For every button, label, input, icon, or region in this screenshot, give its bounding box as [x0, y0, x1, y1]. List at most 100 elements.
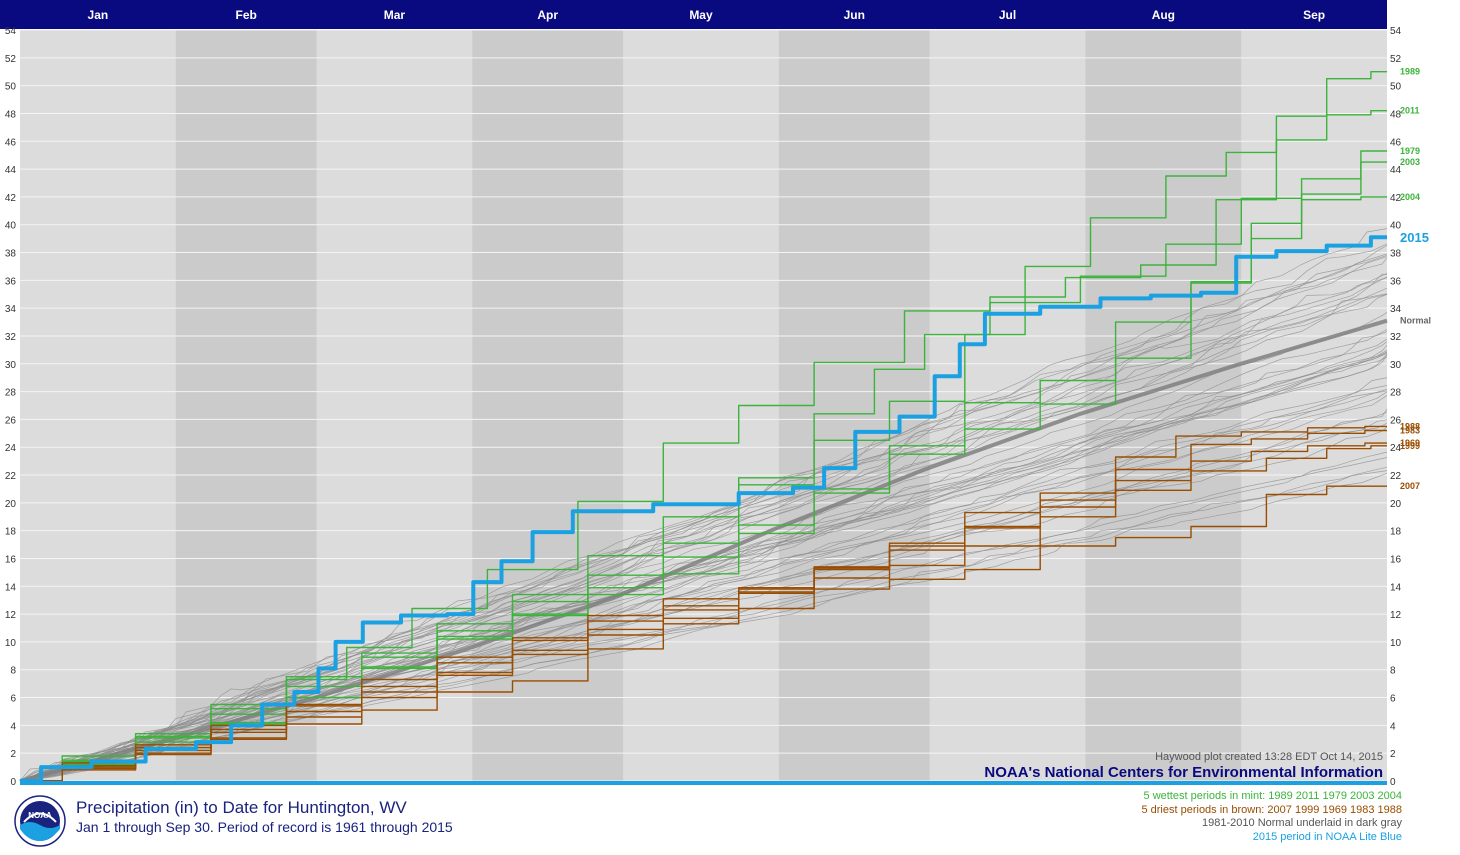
y-tick-label-left: 48 — [5, 109, 17, 120]
y-tick-label-left: 42 — [5, 193, 17, 204]
legend-block: 5 wettest periods in mint: 1989 2011 197… — [1141, 790, 1402, 844]
noaa-logo-text: NOAA — [28, 811, 52, 820]
precipitation-chart: Jan Feb Mar Apr May Jun Jul Aug Sep 024681012141… — [0, 0, 1431, 788]
y-tick-label-left: 14 — [5, 582, 17, 593]
y-tick-label-left: 12 — [5, 610, 17, 621]
y-tick-label-right: 6 — [1390, 694, 1396, 705]
y-tick-label-right: 12 — [1390, 610, 1402, 621]
chart-subtitle: Jan 1 through Sep 30. Period of record i… — [76, 819, 453, 835]
legend-normal: 1981-2010 Normal underlaid in dark gray — [1202, 817, 1402, 829]
month-label: May — [689, 8, 713, 22]
y-tick-label-right: 16 — [1390, 554, 1402, 565]
month-header-bar — [0, 0, 1387, 29]
y-tick-label-right: 24 — [1390, 443, 1402, 454]
y-tick-label-right: 14 — [1390, 582, 1402, 593]
y-tick-label-left: 50 — [5, 82, 17, 93]
plot-annotation: Haywood plot created 13:28 EDT Oct 14, 2… — [1155, 751, 1383, 763]
month-label: Jan — [88, 8, 109, 22]
y-tick-label-right: 20 — [1390, 499, 1402, 510]
y-tick-label-right: 38 — [1390, 249, 1402, 260]
month-band — [472, 30, 624, 781]
chart-title-block: Precipitation (in) to Date for Huntingto… — [76, 798, 453, 836]
y-tick-label-left: 10 — [5, 638, 17, 649]
y-tick-label-left: 32 — [5, 332, 17, 343]
month-label: Aug — [1152, 8, 1175, 22]
chart-title: Precipitation (in) to Date for Huntingto… — [76, 798, 407, 817]
y-tick-label-left: 8 — [10, 666, 16, 677]
month-band — [175, 30, 317, 781]
series-end-label: 2003 — [1400, 157, 1420, 167]
y-tick-label-right: 42 — [1390, 193, 1402, 204]
y-axis-left: 0246810121416182022242628303234363840424… — [5, 26, 17, 788]
month-label: Jun — [844, 8, 865, 22]
legend-wettest: 5 wettest periods in mint: 1989 2011 197… — [1143, 790, 1402, 802]
series-line-2007 — [20, 485, 1387, 782]
y-tick-label-left: 6 — [10, 694, 16, 705]
background-year-line — [19, 408, 1388, 782]
series-end-label: 2011 — [1400, 106, 1420, 116]
y-tick-label-right: 0 — [1390, 777, 1396, 788]
y-tick-label-right: 30 — [1390, 360, 1402, 371]
noaa-logo-icon: NOAA — [14, 795, 66, 847]
y-tick-label-right: 48 — [1390, 109, 1402, 120]
y-tick-label-right: 44 — [1390, 165, 1402, 176]
y-tick-label-right: 50 — [1390, 82, 1402, 93]
y-tick-label-left: 38 — [5, 249, 17, 260]
y-tick-label-right: 4 — [1390, 721, 1396, 732]
series-end-label: 2007 — [1400, 481, 1420, 491]
series-line-1988 — [20, 425, 1387, 782]
y-tick-label-right: 52 — [1390, 54, 1402, 65]
background-year-line — [19, 276, 1388, 782]
y-tick-label-left: 26 — [5, 415, 17, 426]
background-year-line — [19, 331, 1388, 782]
y-tick-label-left: 54 — [5, 26, 17, 37]
y-tick-label-right: 18 — [1390, 527, 1402, 538]
background-year-line — [19, 277, 1388, 782]
y-tick-label-left: 46 — [5, 137, 17, 148]
y-tick-label-left: 16 — [5, 554, 17, 565]
month-bands — [20, 30, 1387, 781]
y-axis-right: 0246810121416182022242628303234363840424… — [1390, 26, 1402, 788]
series-end-label: 1979 — [1400, 146, 1420, 156]
month-label: Jul — [999, 8, 1016, 22]
y-tick-label-left: 0 — [10, 777, 16, 788]
y-tick-label-right: 28 — [1390, 388, 1402, 399]
y-tick-label-right: 10 — [1390, 638, 1402, 649]
legend-driest: 5 driest periods in brown: 2007 1999 196… — [1141, 803, 1402, 816]
y-tick-label-right: 22 — [1390, 471, 1402, 482]
y-tick-label-right: 2 — [1390, 749, 1396, 760]
y-tick-label-left: 28 — [5, 388, 17, 399]
y-tick-label-left: 2 — [10, 749, 16, 760]
y-tick-label-left: 40 — [5, 221, 17, 232]
y-tick-label-left: 36 — [5, 276, 17, 287]
series-end-label: 1969 — [1400, 438, 1420, 448]
y-tick-label-right: 32 — [1390, 332, 1402, 343]
series-end-label: 2004 — [1400, 192, 1420, 202]
legend-current: 2015 period in NOAA Lite Blue — [1252, 830, 1402, 843]
series-end-label: 2015 — [1400, 230, 1429, 245]
y-tick-label-left: 44 — [5, 165, 17, 176]
y-tick-label-left: 34 — [5, 304, 17, 315]
y-tick-label-right: 40 — [1390, 221, 1402, 232]
y-tick-label-right: 8 — [1390, 666, 1396, 677]
month-label: Apr — [537, 8, 558, 22]
y-tick-label-right: 36 — [1390, 276, 1402, 287]
month-labels: Jan Feb Mar Apr May Jun Jul Aug Sep — [88, 8, 1326, 22]
y-tick-label-left: 24 — [5, 443, 17, 454]
y-tick-label-left: 22 — [5, 471, 17, 482]
ncei-watermark: NOAA's National Centers for Environmenta… — [984, 764, 1383, 781]
series-line-2015 — [20, 235, 1387, 783]
series-end-label: Normal — [1400, 316, 1431, 326]
background-year-line — [19, 451, 1388, 782]
background-year-line — [19, 312, 1388, 782]
y-tick-label-right: 26 — [1390, 415, 1402, 426]
y-tick-label-left: 20 — [5, 499, 17, 510]
series-line-normal — [19, 318, 1388, 783]
y-tick-label-left: 30 — [5, 360, 17, 371]
y-tick-label-left: 4 — [10, 721, 16, 732]
background-year-line — [19, 293, 1388, 782]
month-label: Sep — [1303, 8, 1325, 22]
bottom-accent-bar — [20, 781, 1387, 785]
highlighted-series — [19, 71, 1388, 783]
